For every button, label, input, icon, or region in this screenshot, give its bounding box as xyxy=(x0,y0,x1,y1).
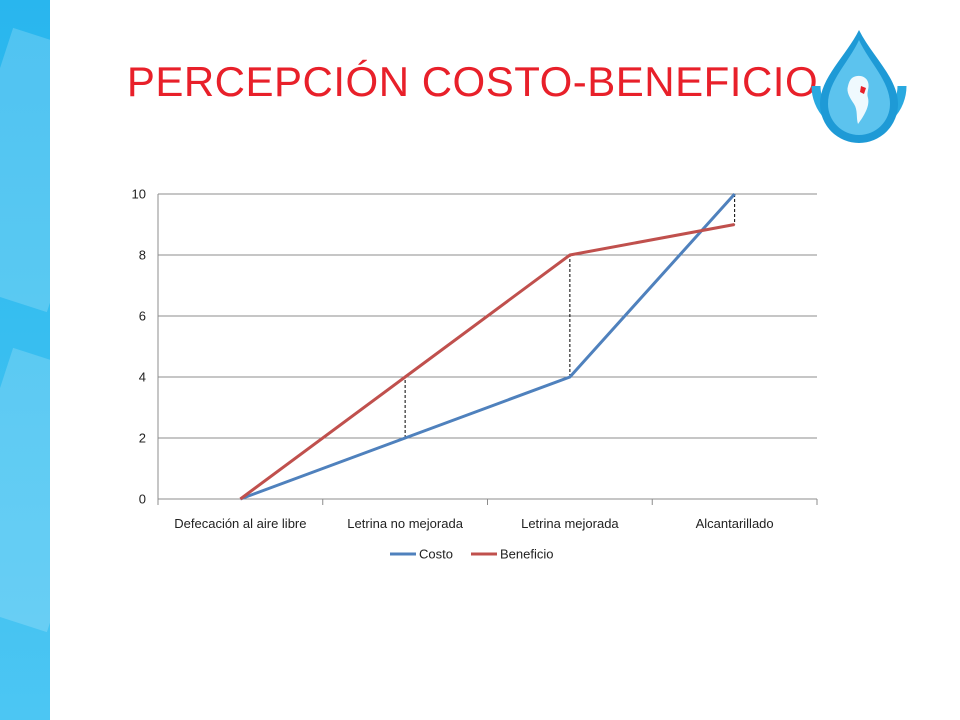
y-tick-label: 8 xyxy=(139,248,146,263)
y-tick-label: 6 xyxy=(139,309,146,324)
x-axis: Defecación al aire libre Letrina no mejor… xyxy=(157,194,818,531)
water-drop-logo-icon xyxy=(811,30,907,143)
y-tick-label: 4 xyxy=(139,370,146,385)
legend-label-costo: Costo xyxy=(419,547,453,562)
x-tick-label: Alcantarillado xyxy=(696,516,774,531)
y-tick-label: 2 xyxy=(139,431,146,446)
series-line-beneficio xyxy=(239,223,735,501)
cost-benefit-chart: 0 2 4 6 8 10 Defecación al aire libre Letrina … xyxy=(132,187,818,562)
y-tick-label: 10 xyxy=(132,187,146,202)
side-bar-streak xyxy=(0,347,50,633)
y-tick-label: 0 xyxy=(139,492,146,507)
y-axis-tick-labels: 0 2 4 6 8 10 xyxy=(132,187,146,507)
series-line-costo xyxy=(239,192,736,501)
chart-series xyxy=(239,192,736,501)
side-accent-bar xyxy=(0,0,50,720)
slide-title: PERCEPCIÓN COSTO-BENEFICIO xyxy=(126,58,819,105)
x-tick-label: Letrina mejorada xyxy=(521,516,619,531)
grid-lines xyxy=(158,193,817,500)
x-tick-label: Defecación al aire libre xyxy=(174,516,306,531)
x-tick-label: Letrina no mejorada xyxy=(347,516,463,531)
legend-label-beneficio: Beneficio xyxy=(500,547,553,562)
difference-annotations xyxy=(404,194,736,438)
chart-legend: Costo Beneficio xyxy=(390,547,553,562)
